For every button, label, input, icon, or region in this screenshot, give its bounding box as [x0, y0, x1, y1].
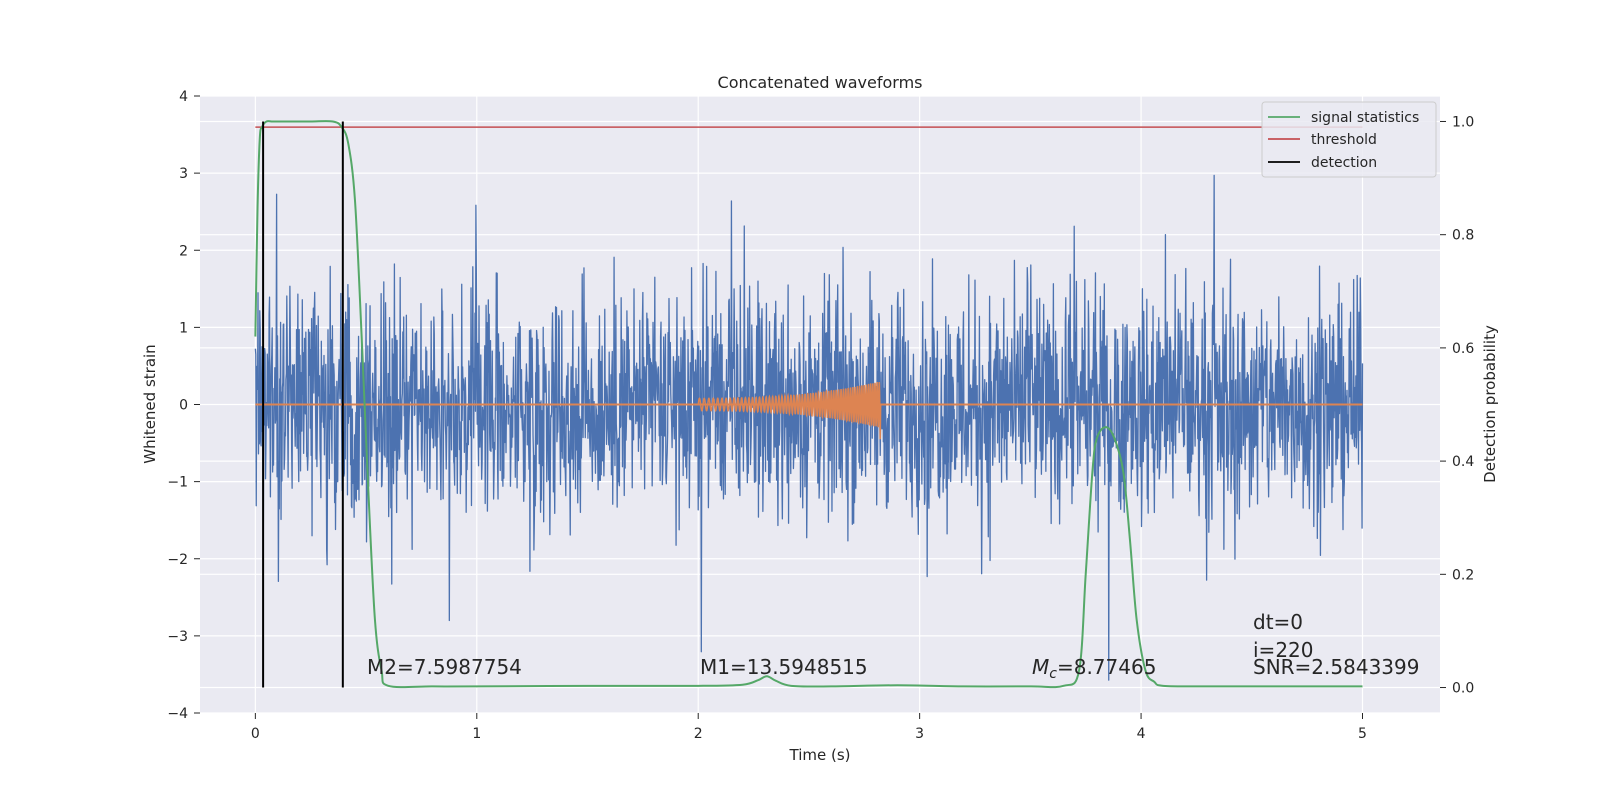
whitened-strain-line — [254, 174, 1364, 681]
y-right-tick-label: 0.8 — [1452, 228, 1474, 244]
x-tick-label: 2 — [694, 726, 703, 742]
x-tick-label: 4 — [1137, 726, 1146, 742]
annotation-m2: M2=7.5987754 — [367, 655, 522, 679]
y-tick-label: −3 — [167, 629, 188, 645]
y-right-tick-label: 1.0 — [1452, 114, 1474, 130]
legend-label-signal-statistics: signal statistics — [1311, 110, 1419, 126]
y-axis-label: Whitened strain — [141, 344, 159, 463]
y-tick-label: 3 — [179, 166, 188, 182]
y-axis-label-right: Detection probability — [1481, 325, 1499, 483]
y-right-tick-label: 0.4 — [1452, 454, 1474, 470]
x-tick-label: 1 — [472, 726, 481, 742]
x-tick-label: 3 — [915, 726, 924, 742]
x-axis-label: Time (s) — [789, 746, 851, 764]
legend-label-detection: detection — [1311, 155, 1377, 171]
y-right-tick-label: 0.2 — [1452, 567, 1474, 583]
x-tick-label: 0 — [251, 726, 260, 742]
y-right-tick-label: 0.6 — [1452, 341, 1474, 357]
annotation-dt: dt=0 — [1253, 610, 1303, 634]
y-tick-label: 0 — [179, 398, 188, 414]
y-tick-label: −1 — [167, 475, 188, 491]
ticks: 0 1 2 3 4 5 4 3 2 1 0 −1 −2 −3 −4 1.0 0.8 0.6 0.4 0.2 0.0 — [167, 89, 1474, 742]
y-tick-label: 4 — [179, 89, 188, 105]
annotation-i: i=220 — [1253, 638, 1314, 662]
y-tick-label: −4 — [167, 706, 188, 722]
y-tick-label: −2 — [167, 552, 188, 568]
annotation-snr: SNR=2.5843399 — [1253, 655, 1419, 679]
y-right-tick-label: 0.0 — [1452, 681, 1474, 697]
legend-label-threshold: threshold — [1311, 132, 1377, 148]
legend: signal statistics threshold detection — [1261, 101, 1437, 178]
signal-statistics-line — [254, 120, 1363, 689]
x-tick-label: 5 — [1358, 726, 1367, 742]
y-tick-label: 2 — [179, 243, 188, 259]
plot-content — [254, 120, 1364, 689]
annotation-mc: Mc=8.77465 — [1032, 655, 1156, 682]
y-tick-label: 1 — [179, 320, 188, 336]
chart-title: Concatenated waveforms — [718, 73, 923, 92]
legend-box — [1261, 101, 1437, 178]
injected-waveform-chirp — [697, 381, 882, 440]
annotation-m1: M1=13.5948515 — [700, 655, 868, 679]
